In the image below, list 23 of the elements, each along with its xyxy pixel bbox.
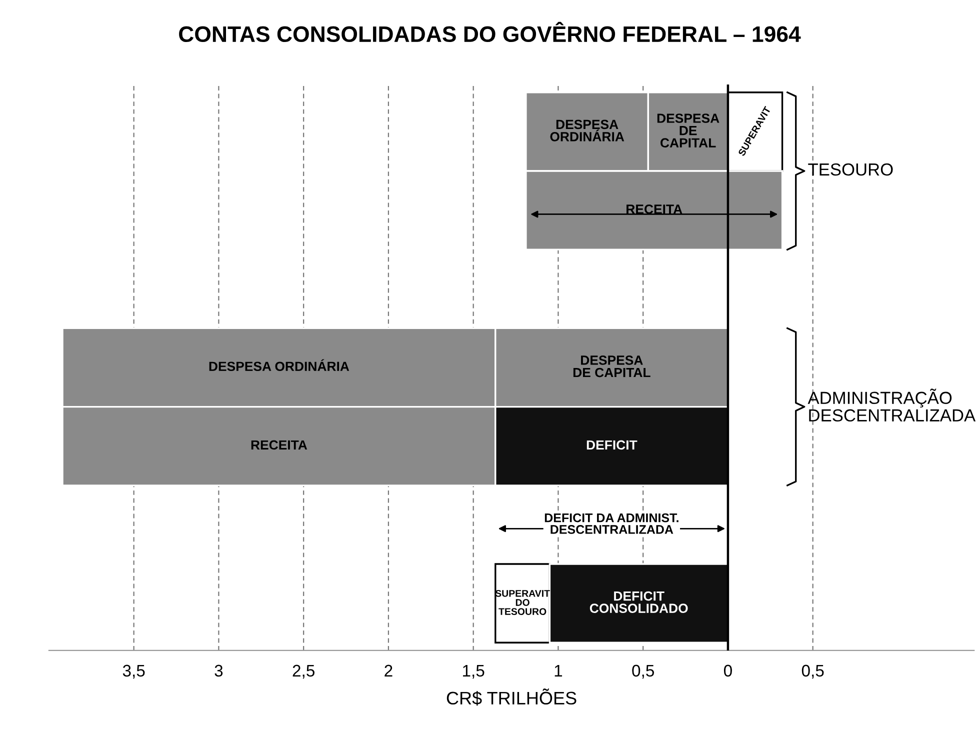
x-tick-label: 1 xyxy=(554,664,562,676)
series-label: RECEITA xyxy=(626,204,682,214)
x-tick-label: 0,5 xyxy=(802,664,824,679)
annotation: ADMINISTRAÇÃO DESCENTRALIZADA xyxy=(808,388,976,422)
annotation: TESOURO xyxy=(808,163,893,176)
series-label: RECEITA xyxy=(251,440,308,450)
x-tick-label: 2 xyxy=(384,664,392,676)
series-label: DEFICIT CONSOLIDADO xyxy=(590,591,688,614)
series-label: DESPESA ORDINÁRIA xyxy=(550,120,624,142)
series-label: DESPESA DE CAPITAL xyxy=(573,356,650,378)
series-label: DESPESA ORDINÁRIA xyxy=(209,359,350,372)
chart-title: CONTAS CONSOLIDADAS DO GOVÊRNO FEDERAL – 1964 xyxy=(179,22,801,42)
x-tick-label: 0 xyxy=(724,664,732,677)
x-tick-label: 3 xyxy=(214,664,223,677)
series-label: DESPESA DE CAPITAL xyxy=(657,114,720,148)
x-tick-label: 3,5 xyxy=(122,664,145,679)
x-tick-label: 2,5 xyxy=(292,664,314,679)
annotation: DEFICIT DA ADMINIST. DESCENTRALIZADA xyxy=(544,513,678,534)
series-label: SUPERAVIT DO TESOURO xyxy=(495,590,550,615)
x-tick-label: 1,5 xyxy=(463,664,484,679)
series-label: DEFICIT xyxy=(586,440,638,450)
x-tick-label: 0,5 xyxy=(632,664,654,679)
x-axis-title: CR$ TRILHÕES xyxy=(446,688,576,706)
